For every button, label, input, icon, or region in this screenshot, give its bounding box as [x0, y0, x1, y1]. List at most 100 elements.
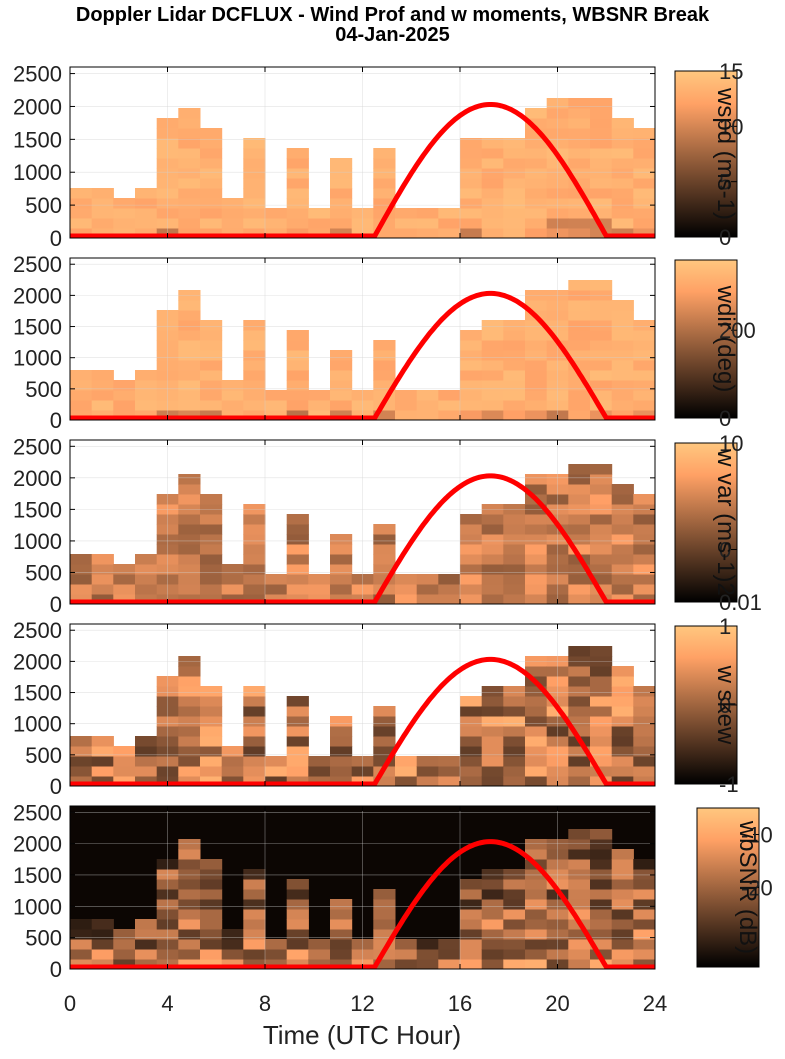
colorbar-label: w skew — [712, 665, 739, 745]
heatmap-cell — [590, 716, 613, 727]
heatmap-cell — [590, 574, 613, 585]
heatmap-cell — [200, 350, 223, 361]
heatmap-cell — [611, 736, 634, 747]
heatmap-cell — [590, 208, 613, 219]
heatmap-cell — [633, 400, 655, 411]
heatmap-cell — [460, 178, 483, 189]
heatmap-cell — [481, 544, 504, 555]
heatmap-cell — [481, 564, 504, 575]
heatmap-cell — [265, 228, 288, 238]
heatmap-cell — [460, 594, 483, 604]
heatmap-cell — [113, 756, 136, 767]
heatmap-cell — [135, 584, 158, 595]
heatmap-cell — [70, 370, 93, 381]
x-tick-label: 24 — [643, 991, 667, 1016]
heatmap-cell — [395, 584, 418, 595]
panel-plot-area — [70, 624, 655, 786]
heatmap-cell — [590, 736, 613, 747]
heatmap-cell — [373, 524, 396, 535]
heatmap-cell — [286, 929, 309, 940]
heatmap-cell — [525, 839, 548, 850]
heatmap-cell — [178, 706, 201, 717]
heatmap-cell — [200, 188, 223, 199]
heatmap-cell — [70, 959, 93, 969]
heatmap-cell — [221, 746, 244, 757]
heatmap-cell — [373, 899, 396, 910]
heatmap-cell — [113, 949, 136, 960]
heatmap-cell — [135, 410, 158, 420]
heatmap-cell — [633, 736, 655, 747]
heatmap-cell — [611, 929, 634, 940]
heatmap-cell — [633, 776, 655, 786]
heatmap-cell — [178, 168, 201, 179]
heatmap-cell — [590, 939, 613, 950]
heatmap-cell — [525, 524, 548, 535]
heatmap-cell — [395, 959, 418, 969]
heatmap-cell — [460, 400, 483, 411]
heatmap-cell — [113, 198, 136, 209]
heatmap-cell — [373, 726, 396, 737]
heatmap-cell — [611, 178, 634, 189]
heatmap-cell — [590, 330, 613, 341]
heatmap-cell — [135, 919, 158, 930]
heatmap-cell — [590, 148, 613, 159]
heatmap-cell — [351, 584, 374, 595]
heatmap-cell — [503, 899, 526, 910]
heatmap-cell — [568, 218, 591, 229]
heatmap-cell — [243, 544, 266, 555]
heatmap-cell — [525, 726, 548, 737]
heatmap-cell — [200, 746, 223, 757]
heatmap-cell — [200, 148, 223, 159]
heatmap-cell — [243, 909, 266, 920]
heatmap-cell — [200, 390, 223, 401]
heatmap-cell — [590, 370, 613, 381]
heatmap-cell — [438, 584, 461, 595]
heatmap-cell — [503, 350, 526, 361]
heatmap-cell — [438, 949, 461, 960]
heatmap-cell — [200, 766, 223, 777]
heatmap-cell — [243, 776, 266, 786]
heatmap-cell — [611, 696, 634, 707]
heatmap-cell — [113, 584, 136, 595]
heatmap-cell — [135, 390, 158, 401]
heatmap-cell — [611, 686, 634, 697]
heatmap-cell — [611, 494, 634, 505]
heatmap-cell — [568, 474, 591, 485]
y-tick-label: 1000 — [13, 529, 62, 554]
panel-plot-area — [70, 806, 655, 969]
heatmap-cell — [481, 889, 504, 900]
heatmap-cell — [438, 939, 461, 950]
heatmap-cell — [200, 949, 223, 960]
heatmap-cell — [525, 919, 548, 930]
heatmap-cell — [546, 370, 569, 381]
heatmap-cell — [178, 756, 201, 767]
heatmap-cell — [265, 766, 288, 777]
heatmap-cell — [568, 128, 591, 139]
heatmap-cell — [525, 594, 548, 604]
heatmap-cell — [416, 410, 439, 420]
y-tick-label: 500 — [25, 743, 62, 768]
y-tick-label: 2000 — [13, 832, 62, 857]
heatmap-cell — [91, 919, 114, 930]
heatmap-cell — [503, 360, 526, 371]
heatmap-cell — [135, 949, 158, 960]
heatmap-cell — [481, 178, 504, 189]
heatmap-cell — [481, 706, 504, 717]
heatmap-cell — [351, 574, 374, 585]
heatmap-cell — [330, 766, 353, 777]
heatmap-cell — [546, 494, 569, 505]
heatmap-cell — [460, 138, 483, 149]
heatmap-cell — [221, 949, 244, 960]
heatmap-cell — [113, 228, 136, 238]
heatmap-cell — [568, 534, 591, 545]
heatmap-cell — [91, 736, 114, 747]
heatmap-cell — [351, 390, 374, 401]
heatmap-cell — [330, 370, 353, 381]
heatmap-cell — [373, 534, 396, 545]
heatmap-cell — [243, 188, 266, 199]
heatmap-cell — [590, 676, 613, 687]
heatmap-cell — [286, 400, 309, 411]
figure-date: 04-Jan-2025 — [335, 24, 450, 46]
heatmap-cell — [70, 218, 93, 229]
heatmap-cell — [546, 178, 569, 189]
